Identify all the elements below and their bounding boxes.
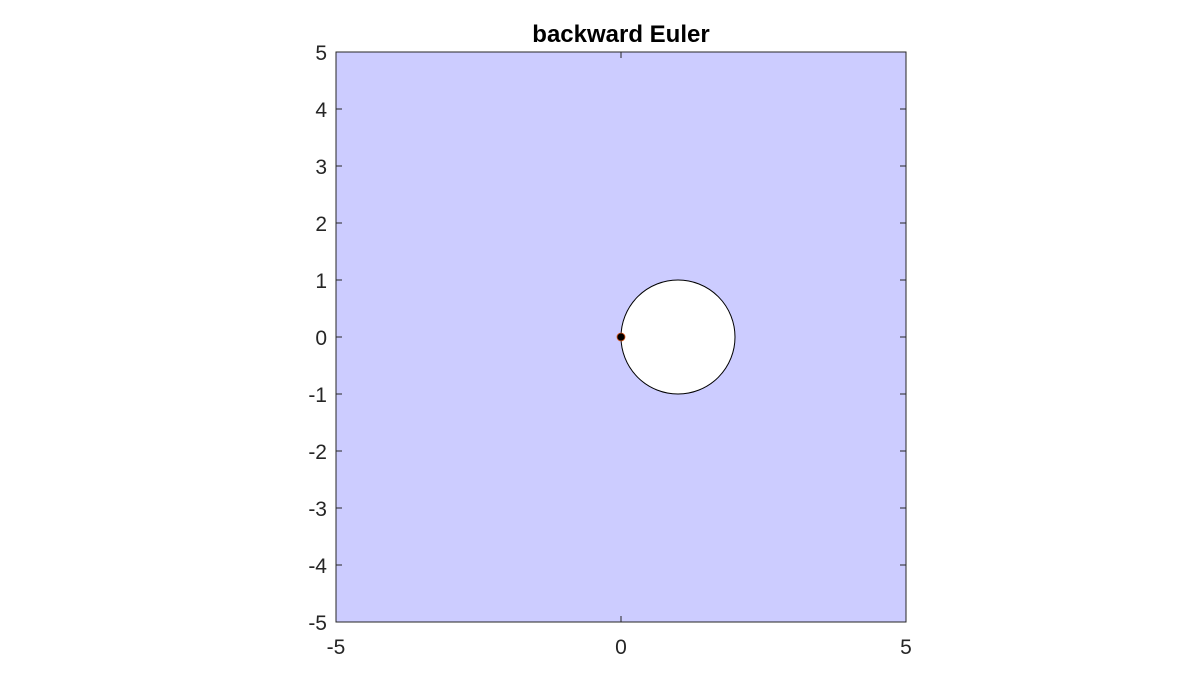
- axis-ticks: -5 0 5 -5 -4 -3 -2 -1 0 1 2 3 4 5: [308, 42, 912, 659]
- y-tick-label: 0: [315, 327, 327, 350]
- y-tick-label: 4: [315, 99, 327, 122]
- y-tick-label: 1: [315, 270, 327, 293]
- x-tick-label: -5: [327, 636, 346, 659]
- y-tick-label: -2: [308, 441, 327, 464]
- y-tick-label: 3: [315, 156, 327, 179]
- y-tick-label: -3: [308, 498, 327, 521]
- y-tick-label: -4: [308, 555, 327, 578]
- x-tick-label: 5: [900, 636, 912, 659]
- y-tick-label: -1: [308, 384, 327, 407]
- excluded-disk: [620, 279, 736, 395]
- data-points: [616, 332, 626, 342]
- y-tick-label: 2: [315, 213, 327, 236]
- y-tick-label: -5: [308, 612, 327, 635]
- chart-title: backward Euler: [532, 21, 709, 48]
- x-tick-label: 0: [615, 636, 627, 659]
- y-tick-label: 5: [315, 42, 327, 65]
- data-point: [616, 332, 626, 342]
